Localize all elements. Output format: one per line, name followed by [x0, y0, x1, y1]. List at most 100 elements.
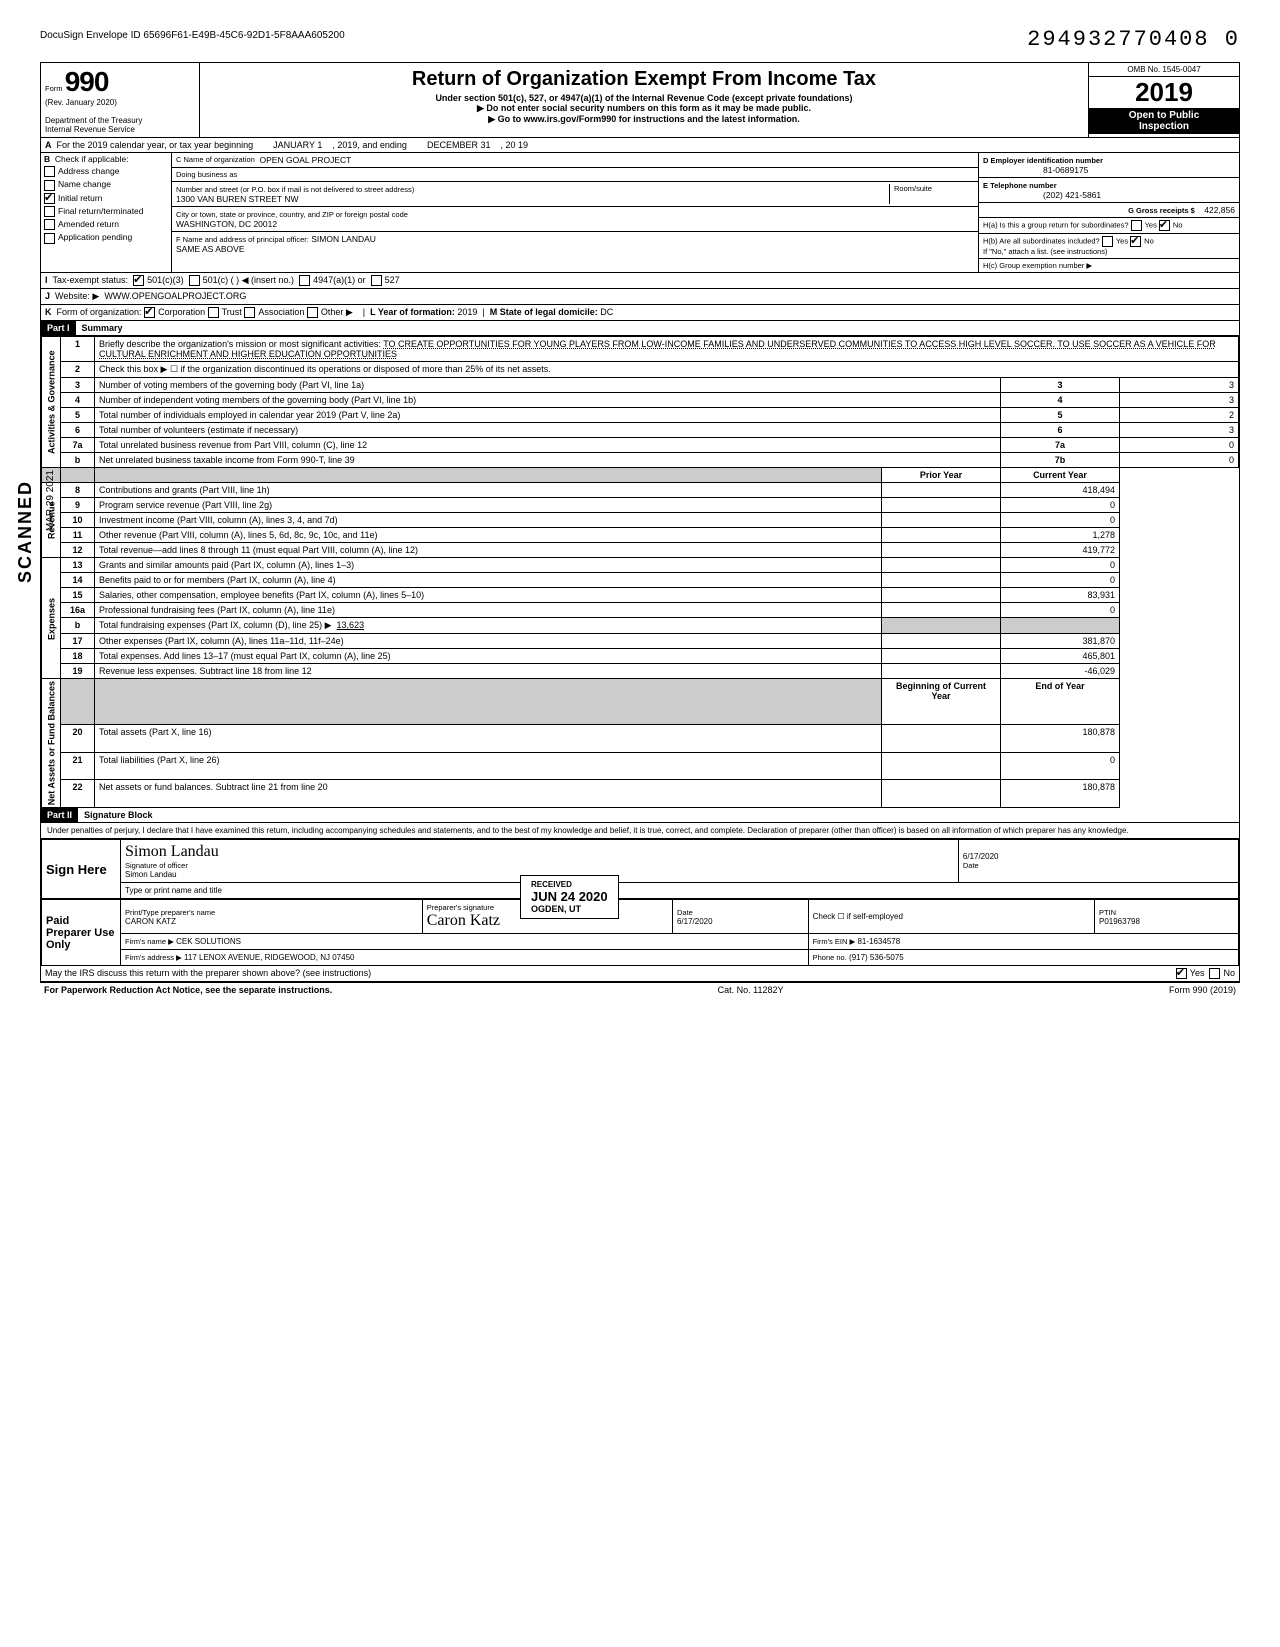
cb-other[interactable]: [307, 307, 318, 318]
exp-16b: Total fundraising expenses (Part IX, col…: [99, 620, 332, 630]
opt-501c: 501(c) ( ) ◀ (insert no.): [203, 275, 294, 286]
form-subtitle: Under section 501(c), 527, or 4947(a)(1)…: [206, 93, 1082, 103]
exp-17: Other expenses (Part IX, column (A), lin…: [95, 634, 882, 649]
net-22: Net assets or fund balances. Subtract li…: [95, 780, 882, 808]
firm-ein: 81-1634578: [857, 937, 900, 946]
open-public: Open to Public: [1129, 110, 1200, 121]
exp-19: Revenue less expenses. Subtract line 18 …: [95, 664, 882, 679]
paid-preparer-label: Paid Preparer Use Only: [42, 900, 121, 966]
b-addr-change: Address change: [58, 166, 119, 176]
tax-year-end: DECEMBER 31: [427, 140, 491, 150]
checkbox-app-pending[interactable]: [44, 233, 55, 244]
ha-yes[interactable]: [1131, 220, 1142, 231]
form-revision: (Rev. January 2020): [45, 98, 117, 107]
phone: (202) 421-5861: [983, 190, 1101, 200]
gov-4: Number of independent voting members of …: [95, 393, 1001, 408]
gov-7a: Total unrelated business revenue from Pa…: [95, 438, 1001, 453]
officer-printed-name: Simon Landau: [125, 870, 177, 879]
b-heading: Check if applicable:: [55, 154, 129, 164]
exp-17-val: 381,870: [1001, 634, 1120, 649]
discuss-yes[interactable]: [1176, 968, 1187, 979]
dba-label: Doing business as: [176, 170, 237, 179]
sign-date-label: Date: [963, 861, 979, 870]
cb-527[interactable]: [371, 275, 382, 286]
exp-15-val: 83,931: [1001, 588, 1120, 603]
checkbox-name-change[interactable]: [44, 180, 55, 191]
line-a-label: For the 2019 calendar year, or tax year …: [57, 140, 254, 150]
cb-assoc[interactable]: [244, 307, 255, 318]
cb-501c3[interactable]: [133, 275, 144, 286]
checkbox-amended[interactable]: [44, 219, 55, 230]
col-begin: Beginning of Current Year: [882, 679, 1001, 725]
exp-14-val: 0: [1001, 573, 1120, 588]
ha-no[interactable]: [1159, 220, 1170, 231]
dept-treasury: Department of the Treasury: [45, 116, 142, 125]
inspection: Inspection: [1139, 121, 1189, 132]
cb-4947[interactable]: [299, 275, 310, 286]
sign-here-label: Sign Here: [42, 840, 121, 899]
addr-label: Number and street (or P.O. box if mail i…: [176, 185, 414, 194]
exp-13-val: 0: [1001, 558, 1120, 573]
f-label: F Name and address of principal officer:: [176, 235, 309, 244]
prep-sig-label: Preparer's signature: [427, 903, 494, 912]
exp-14: Benefits paid to or for members (Part IX…: [95, 573, 882, 588]
firm-phone: (917) 536-5075: [849, 953, 904, 962]
b-pending: Application pending: [58, 232, 132, 242]
declaration: Under penalties of perjury, I declare th…: [41, 823, 1239, 839]
k-trust: Trust: [222, 307, 242, 318]
exp-16b-inline: 13,623: [337, 620, 365, 630]
exp-19-val: -46,029: [1001, 664, 1120, 679]
m-label: M State of legal domicile:: [490, 307, 598, 318]
prep-name-label: Print/Type preparer's name: [125, 908, 215, 917]
preparer-name: CARON KATZ: [125, 917, 176, 926]
h-note: If "No," attach a list. (see instruction…: [983, 247, 1108, 256]
gov-7b-val: 0: [1120, 453, 1239, 468]
checkbox-initial-return[interactable]: [44, 193, 55, 204]
net-20: Total assets (Part X, line 16): [95, 725, 882, 753]
b-final: Final return/terminated: [58, 206, 144, 216]
gov-5-val: 2: [1120, 408, 1239, 423]
b-name-change: Name change: [58, 179, 111, 189]
gov-3-val: 3: [1120, 378, 1239, 393]
exp-13: Grants and similar amounts paid (Part IX…: [95, 558, 882, 573]
cb-corp[interactable]: [144, 307, 155, 318]
rev-10: Investment income (Part VIII, column (A)…: [95, 513, 882, 528]
rev-12: Total revenue—add lines 8 through 11 (mu…: [95, 543, 882, 558]
hb-no[interactable]: [1130, 236, 1141, 247]
h-b: H(b) Are all subordinates included?: [983, 236, 1100, 245]
hb-yes[interactable]: [1102, 236, 1113, 247]
firm-name: CEK SOLUTIONS: [176, 937, 241, 946]
cb-501c[interactable]: [189, 275, 200, 286]
exp-18: Total expenses. Add lines 13–17 (must eq…: [95, 649, 882, 664]
tax-year-start: JANUARY 1: [273, 140, 322, 150]
received-stamp: RECEIVED JUN 24 2020 OGDEN, UT: [520, 875, 619, 919]
form-header: Form 990 (Rev. January 2020) Department …: [41, 63, 1239, 138]
firm-address: 117 LENOX AVENUE, RIDGEWOOD, NJ 07450: [184, 953, 354, 962]
b-amended: Amended return: [58, 219, 119, 229]
gov-4-val: 3: [1120, 393, 1239, 408]
k-label: Form of organization:: [57, 307, 142, 318]
part1-tag: Part I: [41, 321, 76, 335]
form-label: Form: [45, 84, 63, 93]
officer-signature: Simon Landau: [125, 843, 219, 860]
k-other: Other ▶: [321, 307, 353, 318]
col-end: End of Year: [1001, 679, 1120, 725]
ein: 81-0689175: [983, 165, 1088, 175]
e-label: E Telephone number: [983, 181, 1057, 190]
rev-10-val: 0: [1001, 513, 1120, 528]
discuss-no[interactable]: [1209, 968, 1220, 979]
cb-trust[interactable]: [208, 307, 219, 318]
tax-year: 2019: [1089, 77, 1239, 108]
checkbox-address-change[interactable]: [44, 166, 55, 177]
c-label: C Name of organization: [176, 155, 255, 165]
form-990-container: Form 990 (Rev. January 2020) Department …: [40, 62, 1240, 983]
checkbox-final-return[interactable]: [44, 206, 55, 217]
line-a-letter: A: [45, 140, 57, 150]
prep-date-label: Date: [677, 908, 693, 917]
ssn-note: ▶ Do not enter social security numbers o…: [206, 103, 1082, 114]
rev-8-val: 418,494: [1001, 483, 1120, 498]
room-suite: Room/suite: [889, 184, 974, 204]
gov-5: Total number of individuals employed in …: [95, 408, 1001, 423]
net-20-val: 180,878: [1001, 725, 1120, 753]
form-title: Return of Organization Exempt From Incom…: [206, 68, 1082, 91]
